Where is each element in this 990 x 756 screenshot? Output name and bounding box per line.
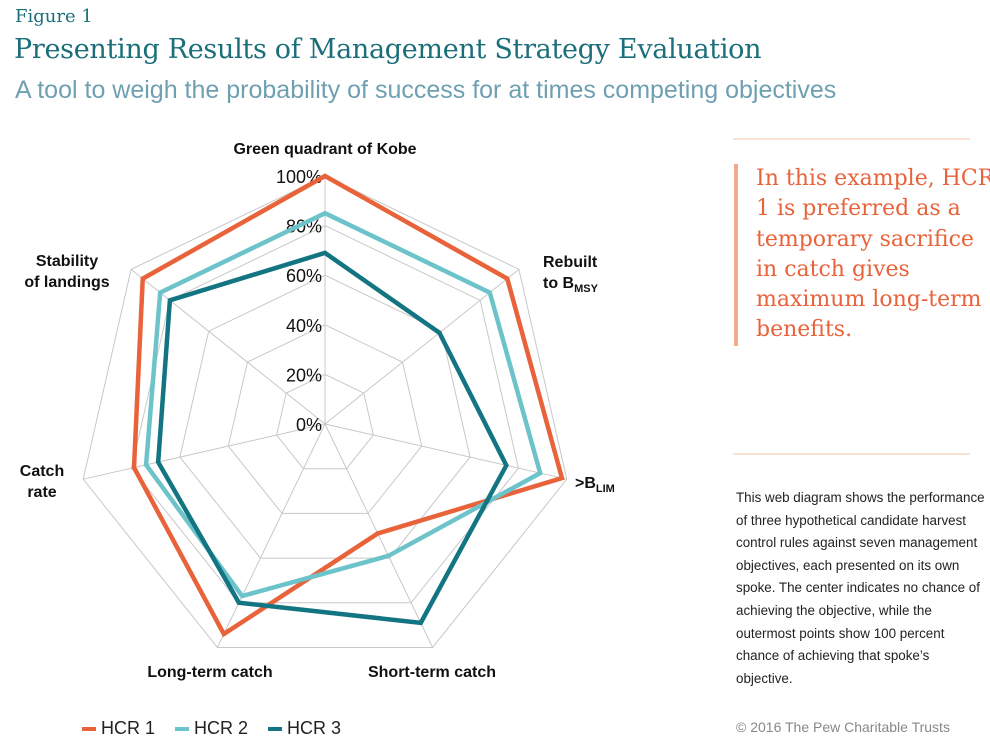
legend: HCR 1 HCR 2 HCR 3 bbox=[82, 718, 341, 739]
spoke-2 bbox=[324, 423, 567, 480]
spoke-1 bbox=[324, 268, 520, 425]
legend-item-hcr1: HCR 1 bbox=[82, 718, 155, 739]
legend-swatch-hcr2 bbox=[175, 726, 190, 731]
tick-label-60: 60% bbox=[286, 266, 322, 286]
spoke-6 bbox=[130, 268, 326, 425]
series-line-hcr3 bbox=[155, 250, 509, 626]
spoke-5 bbox=[83, 423, 326, 480]
legend-label-hcr1: HCR 1 bbox=[101, 718, 156, 738]
series-line-hcr2 bbox=[143, 210, 543, 599]
axis-label-5: Catch rate bbox=[20, 463, 64, 501]
legend-item-hcr3: HCR 3 bbox=[268, 718, 341, 739]
legend-label-hcr2: HCR 2 bbox=[194, 718, 249, 738]
tick-label-40: 40% bbox=[286, 316, 322, 336]
radar-chart: 0%20%40%60%80%100%Green quadrant of Kobe… bbox=[20, 141, 615, 681]
description-text: This web diagram shows the performance o… bbox=[736, 490, 985, 686]
tick-label-20: 20% bbox=[286, 365, 322, 385]
axis-label-1: Rebuilt to BMSY bbox=[543, 254, 599, 295]
axis-label-3: Short-term catch bbox=[368, 664, 496, 681]
figure-label: Figure 1 bbox=[15, 6, 93, 27]
axis-label-4: Long-term catch bbox=[147, 664, 272, 681]
grid-ring-80 bbox=[131, 225, 519, 604]
copyright: © 2016 The Pew Charitable Trusts bbox=[736, 719, 950, 735]
grid-ring-60 bbox=[179, 274, 471, 559]
axis-label-6: Stability of landings bbox=[24, 253, 109, 291]
tick-label-0: 0% bbox=[296, 415, 322, 435]
legend-swatch-hcr1 bbox=[82, 726, 96, 731]
callout-quote: In this example, HCR 1 is preferred as a… bbox=[734, 164, 990, 346]
legend-label-hcr3: HCR 3 bbox=[287, 718, 342, 738]
legend-swatch-hcr3 bbox=[268, 726, 283, 731]
spoke-3 bbox=[324, 423, 434, 648]
series-line-hcr1 bbox=[131, 173, 565, 638]
axis-label-0: Green quadrant of Kobe bbox=[233, 141, 416, 158]
spoke-4 bbox=[216, 423, 326, 648]
callout-bottom-rule bbox=[733, 453, 970, 455]
grid-ring-100 bbox=[82, 175, 568, 648]
legend-item-hcr2: HCR 2 bbox=[175, 718, 248, 739]
chart-title: Presenting Results of Management Strateg… bbox=[14, 34, 762, 65]
tick-label-80: 80% bbox=[286, 217, 322, 237]
callout-top-rule bbox=[733, 138, 970, 140]
axis-label-2: >BLIM bbox=[575, 475, 615, 495]
grid-ring-20 bbox=[276, 373, 374, 470]
grid-ring-40 bbox=[227, 324, 423, 514]
chart-subtitle: A tool to weigh the probability of succe… bbox=[15, 76, 837, 104]
